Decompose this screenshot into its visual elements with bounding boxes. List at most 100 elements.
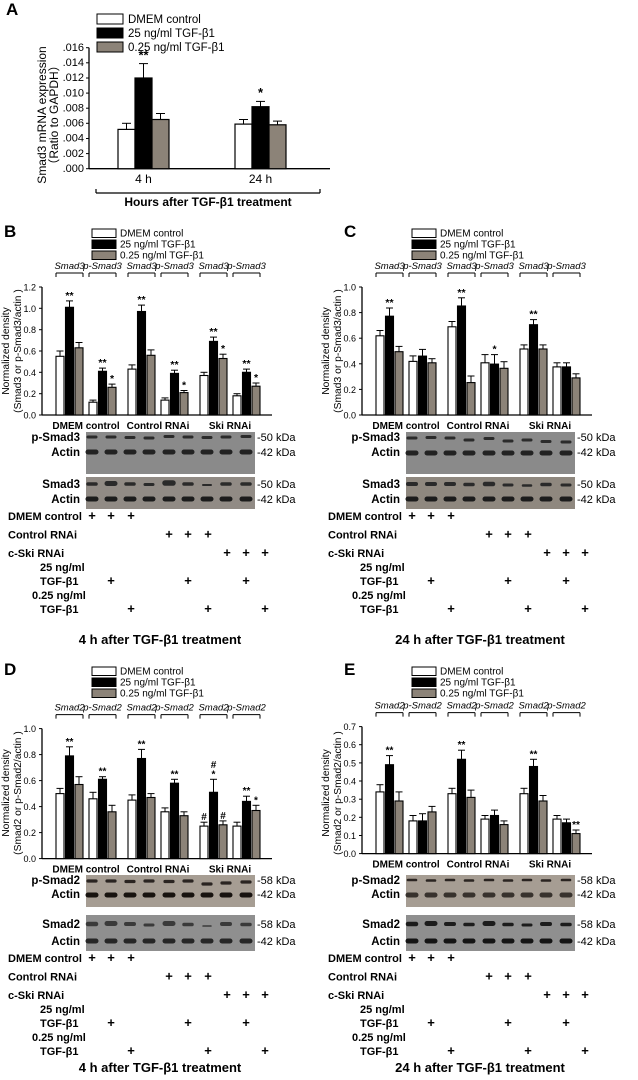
svg-text:TGF-β1: TGF-β1 (360, 576, 399, 588)
svg-text:+: + (581, 545, 589, 560)
svg-text:TGF-β1: TGF-β1 (40, 604, 79, 616)
svg-text:4 h after TGF-β1 treatment: 4 h after TGF-β1 treatment (79, 632, 242, 647)
svg-text:c-Ski RNAi: c-Ski RNAi (328, 990, 384, 1002)
svg-text:.016: .016 (63, 42, 84, 54)
svg-text:DMEM control: DMEM control (328, 511, 402, 523)
svg-text:+: + (581, 987, 589, 1002)
svg-text:+: + (581, 601, 589, 616)
svg-text:+: + (562, 573, 570, 588)
svg-text:+: + (408, 508, 416, 523)
svg-text:+: + (524, 1043, 532, 1058)
svg-text:+: + (524, 527, 532, 542)
svg-text:+: + (127, 1043, 135, 1058)
svg-text:+: + (261, 545, 269, 560)
svg-text:0.25 ng/ml: 0.25 ng/ml (352, 590, 406, 602)
svg-text:+: + (485, 969, 493, 984)
svg-text:+: + (408, 950, 416, 965)
svg-text:+: + (562, 1015, 570, 1030)
svg-text:Hours after TGF-β1 treatment: Hours after TGF-β1 treatment (124, 195, 291, 209)
svg-text:+: + (543, 545, 551, 560)
svg-text:.000: .000 (63, 163, 84, 175)
svg-text:+: + (127, 508, 135, 523)
svg-text:+: + (504, 1015, 512, 1030)
svg-text:+: + (427, 573, 435, 588)
svg-text:+: + (543, 987, 551, 1002)
svg-text:+: + (107, 950, 115, 965)
svg-text:TGF-β1: TGF-β1 (360, 604, 399, 616)
svg-text:TGF-β1: TGF-β1 (40, 1046, 79, 1058)
svg-text:+: + (242, 573, 250, 588)
svg-text:0.25 ng/ml: 0.25 ng/ml (32, 1032, 86, 1044)
svg-text:+: + (127, 601, 135, 616)
svg-text:+: + (88, 950, 96, 965)
svg-text:c-Ski RNAi: c-Ski RNAi (8, 548, 64, 560)
svg-text:Control RNAi: Control RNAi (8, 530, 77, 542)
svg-text:+: + (261, 987, 269, 1002)
svg-text:+: + (204, 527, 212, 542)
svg-text:+: + (223, 545, 231, 560)
svg-text:+: + (581, 1043, 589, 1058)
svg-text:+: + (447, 1043, 455, 1058)
svg-text:+: + (447, 950, 455, 965)
svg-text:25 ng/ml TGF-β1: 25 ng/ml TGF-β1 (128, 28, 215, 40)
svg-text:0.25 ng/ml: 0.25 ng/ml (352, 1032, 406, 1044)
svg-text:+: + (223, 987, 231, 1002)
svg-text:.008: .008 (63, 103, 84, 115)
svg-text:+: + (504, 527, 512, 542)
svg-text:Control RNAi: Control RNAi (328, 530, 397, 542)
svg-text:+: + (242, 545, 250, 560)
svg-text:.012: .012 (63, 72, 84, 84)
svg-text:4 h: 4 h (135, 172, 152, 186)
svg-text:.004: .004 (63, 133, 84, 145)
svg-text:+: + (204, 969, 212, 984)
svg-text:+: + (184, 527, 192, 542)
svg-text:25 ng/ml: 25 ng/ml (360, 1004, 405, 1016)
svg-text:25 ng/ml: 25 ng/ml (40, 562, 85, 574)
svg-text:**: ** (138, 48, 149, 63)
svg-text:.006: .006 (63, 118, 84, 130)
svg-text:+: + (107, 1015, 115, 1030)
svg-text:+: + (107, 508, 115, 523)
svg-text:Control RNAi: Control RNAi (328, 972, 397, 984)
svg-text:25 ng/ml: 25 ng/ml (360, 562, 405, 574)
svg-text:+: + (88, 508, 96, 523)
svg-text:TGF-β1: TGF-β1 (40, 1018, 79, 1030)
svg-text:+: + (107, 573, 115, 588)
svg-text:0.25 ng/ml: 0.25 ng/ml (32, 590, 86, 602)
svg-text:+: + (562, 545, 570, 560)
svg-text:4 h after TGF-β1 treatment: 4 h after TGF-β1 treatment (79, 1060, 242, 1075)
svg-text:TGF-β1: TGF-β1 (360, 1046, 399, 1058)
svg-text:+: + (427, 1015, 435, 1030)
svg-text:+: + (261, 1043, 269, 1058)
svg-text:（Ratio to GAPDH）: （Ratio to GAPDH） (47, 59, 61, 170)
svg-text:+: + (242, 1015, 250, 1030)
svg-text:DMEM control: DMEM control (8, 511, 82, 523)
svg-text:24 h after TGF-β1 treatment: 24 h after TGF-β1 treatment (395, 1060, 565, 1075)
svg-text:TGF-β1: TGF-β1 (360, 1018, 399, 1030)
svg-text:+: + (524, 969, 532, 984)
svg-text:+: + (427, 950, 435, 965)
svg-text:.002: .002 (63, 148, 84, 160)
svg-text:+: + (504, 969, 512, 984)
svg-text:+: + (184, 969, 192, 984)
svg-text:+: + (524, 601, 532, 616)
svg-text:+: + (261, 601, 269, 616)
svg-text:24 h: 24 h (249, 172, 272, 186)
svg-text:+: + (504, 573, 512, 588)
svg-text:+: + (204, 601, 212, 616)
svg-text:+: + (447, 601, 455, 616)
svg-text:DMEM control: DMEM control (8, 953, 82, 965)
svg-text:c-Ski RNAi: c-Ski RNAi (8, 990, 64, 1002)
svg-text:DMEM control: DMEM control (128, 14, 201, 26)
svg-text:Control RNAi: Control RNAi (8, 972, 77, 984)
svg-text:TGF-β1: TGF-β1 (40, 576, 79, 588)
svg-text:24 h after TGF-β1 treatment: 24 h after TGF-β1 treatment (395, 632, 565, 647)
svg-text:+: + (427, 508, 435, 523)
svg-text:+: + (242, 987, 250, 1002)
svg-text:*: * (258, 85, 264, 100)
svg-text:c-Ski RNAi: c-Ski RNAi (328, 548, 384, 560)
svg-text:+: + (485, 527, 493, 542)
svg-text:+: + (184, 573, 192, 588)
svg-text:+: + (127, 950, 135, 965)
svg-text:25 ng/ml: 25 ng/ml (40, 1004, 85, 1016)
